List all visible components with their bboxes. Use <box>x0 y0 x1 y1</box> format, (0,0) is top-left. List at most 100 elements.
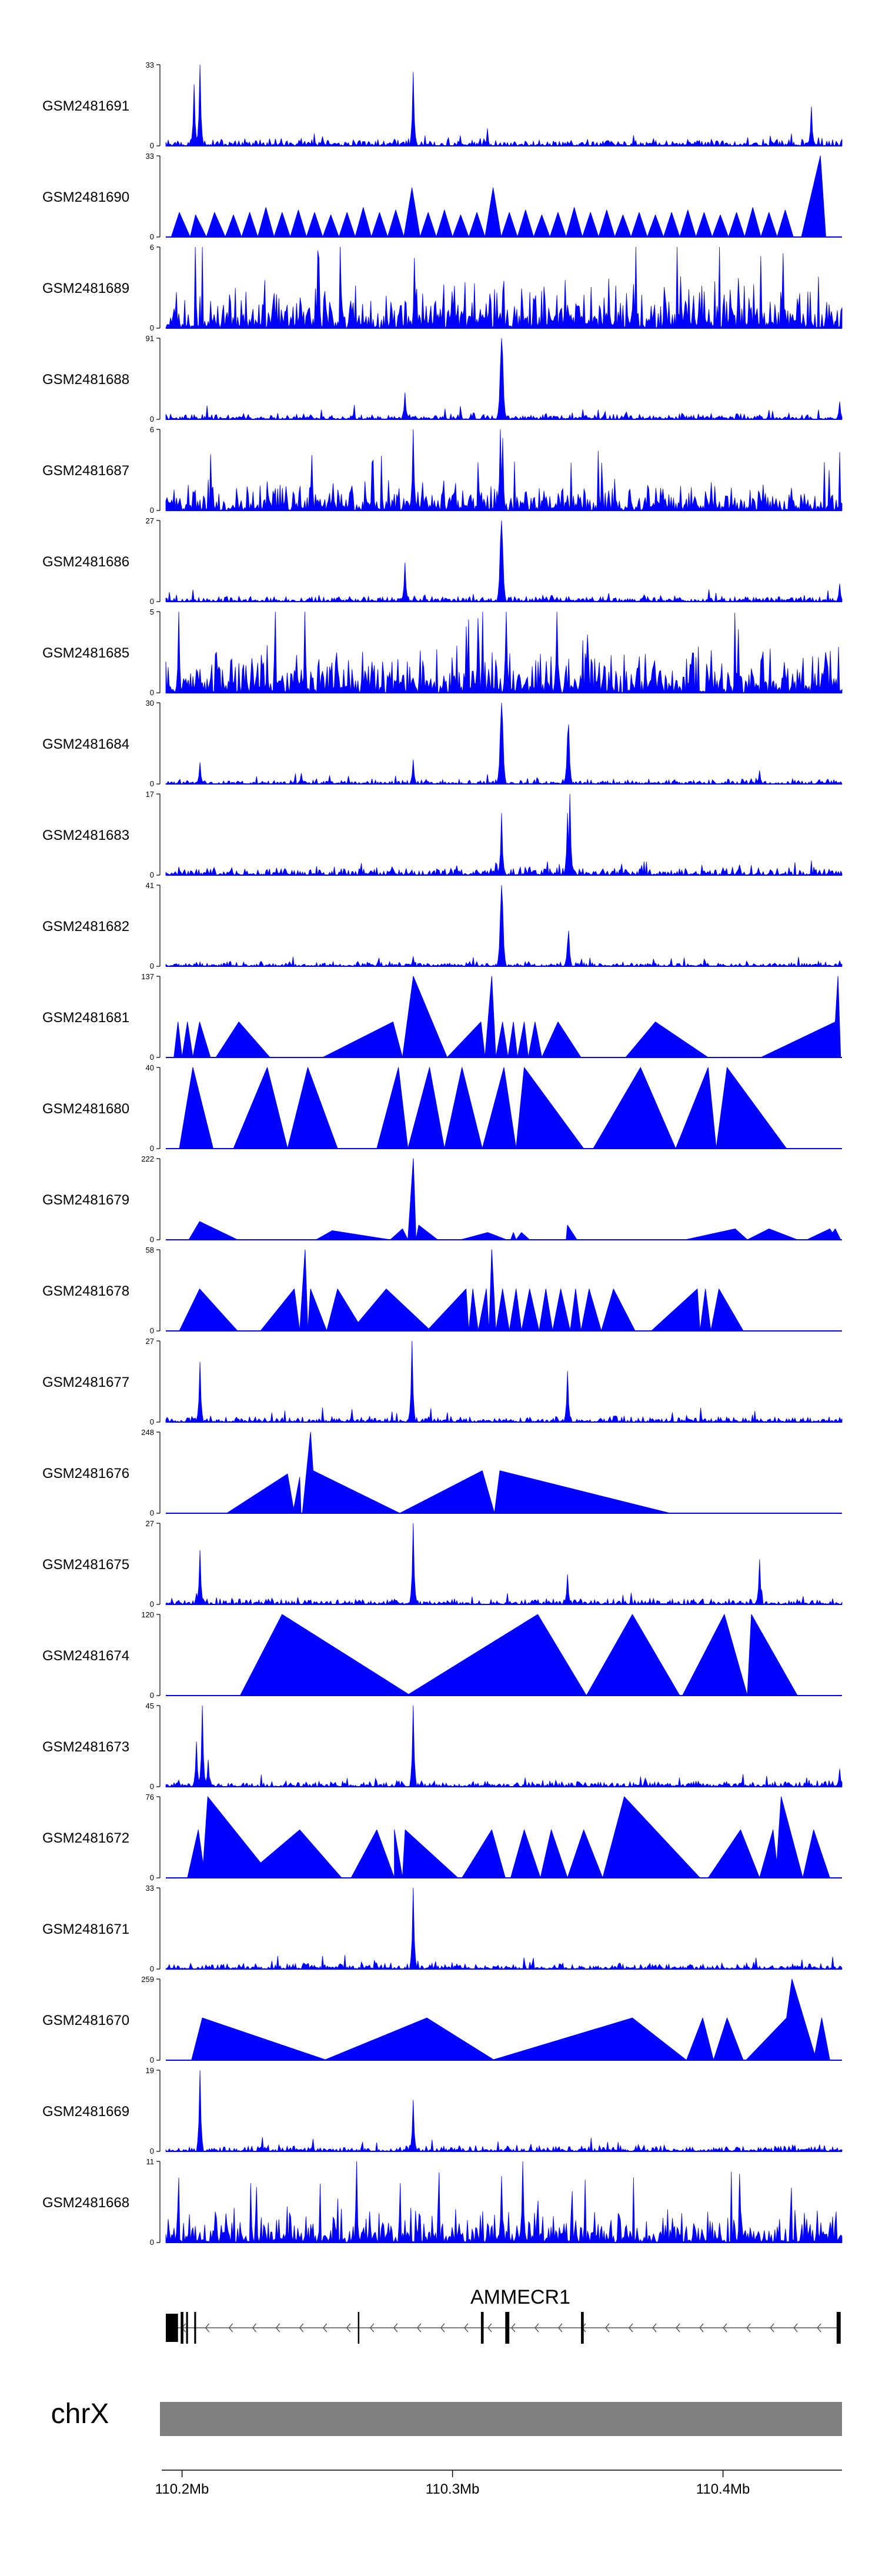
coverage-area <box>188 1158 841 1240</box>
track-GSM2481669: GSM2481669 19 0 <box>42 2066 843 2155</box>
y-max-label: 6 <box>150 425 154 434</box>
track-GSM2481690: GSM2481690 33 0 <box>42 152 842 241</box>
strand-arrow <box>605 2323 610 2333</box>
track-GSM2481691: GSM2481691 33 0 <box>42 61 843 150</box>
track-GSM2481681: GSM2481681 137 0 <box>42 972 842 1062</box>
y-max-label: 33 <box>146 1884 154 1893</box>
track-label: GSM2481682 <box>42 919 129 935</box>
coverage-area <box>165 2161 843 2244</box>
strand-arrow <box>346 2323 351 2333</box>
track-label: GSM2481684 <box>42 736 129 752</box>
track-label: GSM2481674 <box>42 1648 129 1664</box>
track-label: GSM2481673 <box>42 1739 129 1755</box>
x-tick-label: 110.4Mb <box>696 2481 750 2497</box>
track-label: GSM2481686 <box>42 554 129 570</box>
strand-arrow <box>699 2323 704 2333</box>
x-tick-label: 110.2Mb <box>155 2481 209 2497</box>
ideogram-track: chrX <box>51 2398 842 2436</box>
chromosome-label: chrX <box>51 2398 109 2430</box>
coverage-area <box>165 1523 843 1606</box>
track-GSM2481679: GSM2481679 222 0 <box>42 1154 842 1244</box>
strand-arrow <box>369 2323 375 2333</box>
coverage-area <box>165 611 843 694</box>
coverage-area <box>226 1432 671 1514</box>
exon <box>581 2312 584 2344</box>
y-max-label: 33 <box>146 152 154 161</box>
exon <box>358 2312 360 2344</box>
coverage-area <box>165 520 843 603</box>
exon <box>186 2312 188 2344</box>
y-zero-label: 0 <box>150 1691 154 1700</box>
track-label: GSM2481668 <box>42 2195 129 2211</box>
track-GSM2481672: GSM2481672 76 0 <box>42 1793 842 1882</box>
coverage-area <box>165 64 843 147</box>
track-label: GSM2481687 <box>42 463 129 479</box>
y-zero-label: 0 <box>150 870 154 879</box>
y-zero-label: 0 <box>150 1964 154 1973</box>
track-GSM2481683: GSM2481683 17 0 <box>42 790 843 879</box>
y-zero-label: 0 <box>150 2147 154 2155</box>
y-zero-label: 0 <box>150 2238 154 2247</box>
strand-arrow <box>676 2323 680 2333</box>
y-max-label: 11 <box>146 2157 155 2166</box>
y-max-label: 45 <box>146 1701 154 1710</box>
strand-arrow <box>534 2323 539 2333</box>
track-GSM2481674: GSM2481674 120 0 <box>42 1610 842 1700</box>
y-zero-label: 0 <box>150 962 154 970</box>
strand-arrow <box>440 2323 445 2333</box>
track-label: GSM2481680 <box>42 1101 129 1117</box>
y-max-label: 27 <box>146 1337 154 1346</box>
y-zero-label: 0 <box>150 1053 154 1062</box>
y-zero-label: 0 <box>150 1235 154 1244</box>
track-GSM2481670: GSM2481670 259 0 <box>42 1975 842 2064</box>
strand-arrow <box>723 2323 727 2333</box>
track-GSM2481675: GSM2481675 27 0 <box>42 1519 843 1609</box>
gene-model <box>166 2312 841 2344</box>
coverage-area <box>165 702 843 785</box>
y-max-label: 41 <box>146 881 154 890</box>
track-label: GSM2481690 <box>42 189 129 205</box>
y-zero-label: 0 <box>150 2056 154 2064</box>
y-max-label: 19 <box>146 2066 154 2075</box>
strand-arrow <box>652 2323 657 2333</box>
track-label: GSM2481670 <box>42 2013 129 2028</box>
strand-arrow <box>793 2323 798 2333</box>
track-label: GSM2481683 <box>42 827 129 843</box>
track-GSM2481688: GSM2481688 91 0 <box>42 334 843 423</box>
y-max-label: 33 <box>146 61 154 69</box>
coverage-area <box>165 246 843 329</box>
y-max-label: 6 <box>150 243 154 252</box>
track-label: GSM2481678 <box>42 1283 129 1299</box>
x-tick-label: 110.3Mb <box>426 2481 480 2497</box>
signal-tracks: GSM2481691330GSM2481690330GSM248168960GS… <box>42 61 843 2247</box>
y-max-label: 30 <box>146 699 154 708</box>
coverage-area <box>191 1978 830 2061</box>
chromosome-ideogram <box>160 2402 842 2436</box>
track-GSM2481687: GSM2481687 6 0 <box>42 425 843 515</box>
y-max-label: 76 <box>146 1793 154 1801</box>
track-label: GSM2481672 <box>42 1830 129 1846</box>
track-label: GSM2481689 <box>42 281 129 296</box>
coverage-area <box>165 1887 843 1970</box>
genome-axis: 110.2Mb 110.3Mb 110.4Mb <box>155 2470 842 2497</box>
exon <box>836 2312 841 2344</box>
gene-label: AMMECR1 <box>470 2286 570 2308</box>
coverage-area <box>165 429 843 512</box>
y-max-label: 40 <box>146 1063 154 1072</box>
strand-arrow <box>393 2323 398 2333</box>
track-GSM2481680: GSM2481680 40 0 <box>42 1063 842 1153</box>
exon <box>480 2312 484 2344</box>
coverage-area <box>165 338 843 421</box>
strand-arrow <box>252 2323 257 2333</box>
coverage-area <box>165 793 843 876</box>
track-GSM2481684: GSM2481684 30 0 <box>42 699 843 788</box>
exon <box>181 2312 183 2344</box>
coverage-area <box>171 155 826 238</box>
track-GSM2481678: GSM2481678 58 0 <box>42 1246 842 1335</box>
y-max-label: 120 <box>141 1610 154 1619</box>
y-max-label: 17 <box>146 790 154 799</box>
track-label: GSM2481688 <box>42 372 129 388</box>
coverage-area <box>165 1340 843 1423</box>
track-label: GSM2481681 <box>42 1010 129 1026</box>
